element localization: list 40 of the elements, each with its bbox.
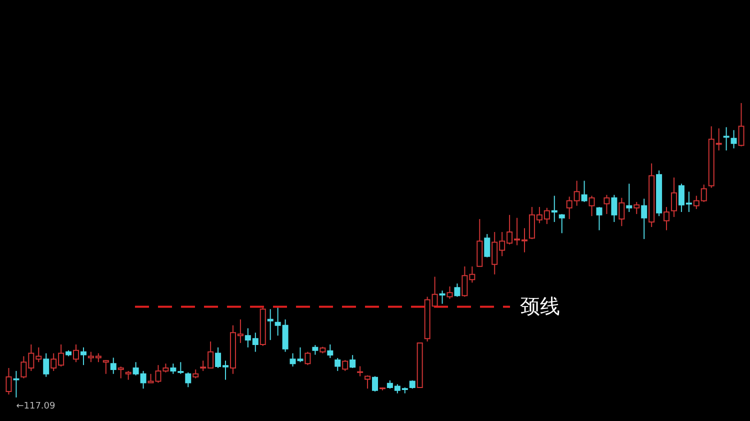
candlestick — [13, 370, 20, 398]
candlestick — [43, 352, 50, 378]
candlestick — [670, 177, 677, 218]
candlestick — [588, 195, 595, 217]
candlestick — [439, 290, 446, 304]
candlestick — [304, 351, 311, 366]
candlestick — [364, 374, 371, 390]
candlestick — [342, 360, 348, 372]
candlestick — [73, 344, 80, 363]
candlestick — [634, 201, 640, 215]
candlestick — [312, 344, 318, 356]
candlestick — [484, 234, 490, 258]
text: ←117.09 — [16, 401, 56, 412]
candlestick — [102, 360, 109, 374]
candlestick — [327, 344, 334, 358]
candlestick — [626, 183, 632, 212]
candlestick — [551, 195, 558, 222]
candlestick — [446, 286, 453, 300]
candlestick — [604, 194, 610, 215]
candlestick — [454, 283, 460, 298]
ref-line-label: 颈线 — [520, 294, 560, 318]
candlestick — [596, 206, 602, 231]
candlestick — [581, 180, 588, 202]
candlestick — [618, 197, 625, 227]
candlestick — [641, 198, 648, 240]
candlestick — [372, 376, 378, 392]
candlestick — [558, 214, 565, 234]
candlestick — [664, 206, 670, 231]
candlestick — [334, 357, 341, 372]
candlestick — [185, 372, 192, 388]
candlestick — [110, 357, 116, 374]
candlestick — [730, 130, 737, 149]
candlestick — [357, 366, 364, 377]
candlestick — [738, 102, 744, 147]
candlestick — [350, 354, 356, 369]
candlestick — [6, 368, 12, 396]
candlestick — [611, 194, 618, 222]
candlestick — [118, 366, 124, 379]
candlestick — [267, 308, 274, 341]
candlestick — [80, 346, 86, 366]
